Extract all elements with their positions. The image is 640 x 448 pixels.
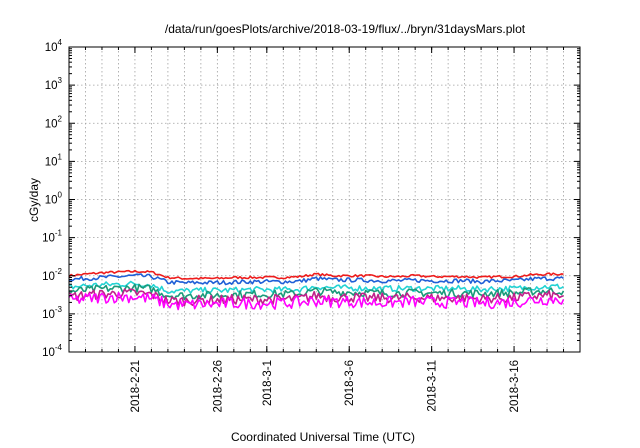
y-tick-label: 104 — [45, 38, 63, 54]
x-tick-label: 2018-3-11 — [427, 360, 439, 412]
x-tick-label: 2018-3-1 — [262, 360, 274, 406]
x-tick-label: 2018-3-16 — [509, 360, 521, 412]
series-line — [68, 283, 565, 301]
series-line — [68, 291, 565, 311]
series-line — [68, 269, 564, 280]
y-axis-label: cGy/day — [27, 178, 41, 222]
y-tick-label: 10-3 — [42, 305, 62, 321]
x-tick-label: 2018-3-6 — [344, 360, 356, 406]
series-line — [68, 288, 564, 307]
x-axis-ticks: 2018-2-21 2018-2-26 2018-3-1 2018-3-6 2018-3… — [84, 47, 565, 412]
y-tick-label: 100 — [45, 191, 63, 207]
series-line — [68, 273, 564, 286]
y-tick-label: 10-4 — [42, 343, 62, 359]
y-tick-label: 103 — [45, 76, 63, 92]
y-tick-label: 10-1 — [42, 229, 62, 245]
y-axis-ticks: 10-4 10-3 10-2 10-1 100 101 102 103 104 — [42, 38, 580, 359]
x-tick-label: 2018-2-26 — [212, 360, 224, 412]
chart-title: /data/run/goesPlots/archive/2018-03-19/f… — [165, 22, 526, 36]
grid — [69, 47, 580, 352]
x-axis-label: Coordinated Universal Time (UTC) — [231, 430, 415, 444]
y-tick-label: 102 — [45, 114, 63, 130]
x-tick-label: 2018-2-21 — [130, 360, 142, 412]
y-tick-label: 101 — [45, 152, 63, 168]
y-tick-label: 10-2 — [42, 267, 62, 283]
series-lines — [68, 269, 565, 311]
